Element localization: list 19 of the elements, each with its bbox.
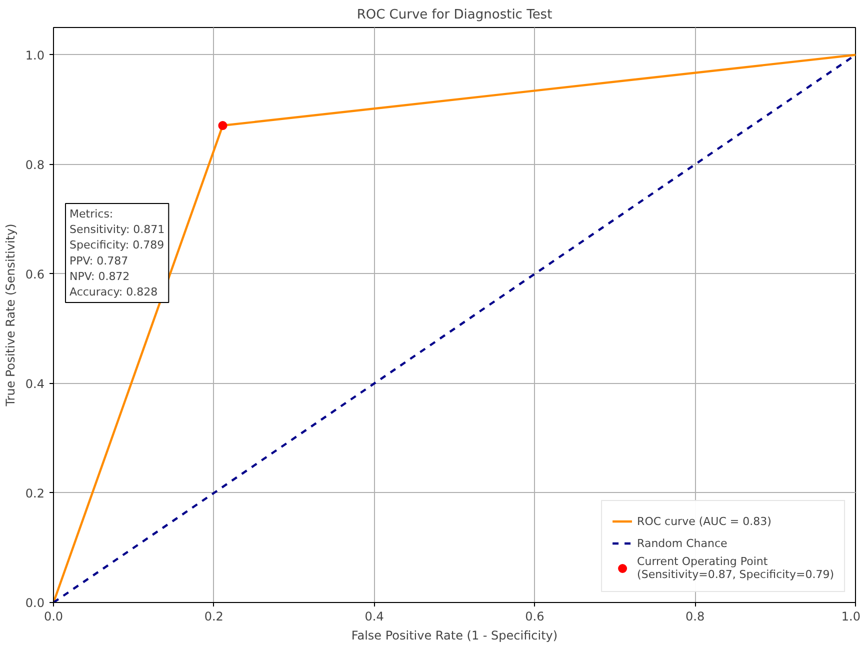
- x-tick-label: 0.4: [364, 610, 384, 624]
- y-tick-label: 0.6: [25, 267, 45, 282]
- y-tick-label: 1.0: [25, 48, 45, 62]
- y-tick-label: 0.4: [25, 376, 45, 391]
- y-tick-label: 0.8: [25, 158, 45, 172]
- x-tick-label: 0.2: [204, 610, 224, 624]
- x-tick-label: 0.8: [686, 610, 705, 624]
- x-tick-label: 1.0: [841, 610, 861, 624]
- y-axis-title: True Positive Rate (Sensitivity): [3, 224, 18, 408]
- x-tick-label: 0.0: [44, 610, 64, 624]
- y-tick-label: 0.0: [25, 596, 45, 610]
- chart-title: ROC Curve for Diagnostic Test: [356, 8, 552, 22]
- annotation: Metrics: Sensitivity: 0.871 Specificity: 0.789 PPV: 0.787 NPV: 0.872 Accuracy: 0.828: [70, 208, 165, 298]
- legend-label: ROC curve (AUC = 0.83): [637, 514, 772, 528]
- legend-label: Current Operating Point (Sensitivity=0.87, Specificity=0.79): [637, 555, 834, 581]
- legend-label: Random Chance: [637, 536, 728, 550]
- x-axis-title: False Positive Rate (1 - Specificity): [351, 628, 558, 642]
- y-tick-label: 0.2: [25, 486, 45, 500]
- x-tick-label: 0.6: [525, 610, 544, 624]
